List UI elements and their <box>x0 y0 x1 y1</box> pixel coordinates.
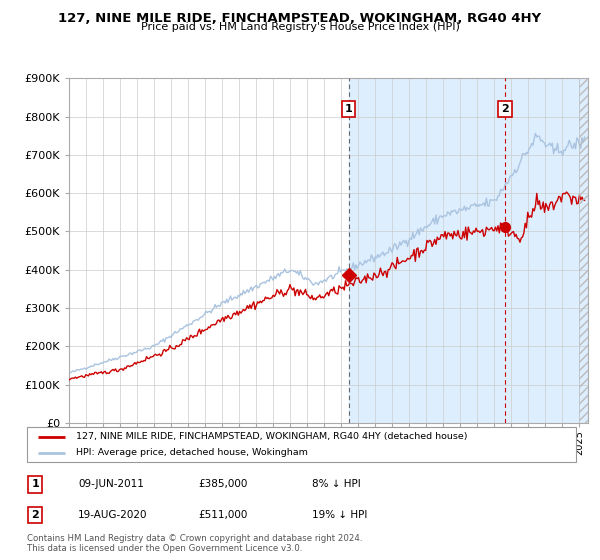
Text: 2: 2 <box>32 510 39 520</box>
Bar <box>349 78 588 423</box>
FancyBboxPatch shape <box>27 427 576 462</box>
Text: 19-AUG-2020: 19-AUG-2020 <box>78 510 148 520</box>
Text: 1: 1 <box>345 104 353 114</box>
Text: 09-JUN-2011: 09-JUN-2011 <box>78 479 144 489</box>
Text: £385,000: £385,000 <box>198 479 247 489</box>
Text: 127, NINE MILE RIDE, FINCHAMPSTEAD, WOKINGHAM, RG40 4HY: 127, NINE MILE RIDE, FINCHAMPSTEAD, WOKI… <box>58 12 542 25</box>
Text: 1: 1 <box>32 479 39 489</box>
Text: Price paid vs. HM Land Registry's House Price Index (HPI): Price paid vs. HM Land Registry's House … <box>140 22 460 32</box>
Text: 2: 2 <box>501 104 509 114</box>
Text: £511,000: £511,000 <box>198 510 247 520</box>
Text: 8% ↓ HPI: 8% ↓ HPI <box>312 479 361 489</box>
Text: This data is licensed under the Open Government Licence v3.0.: This data is licensed under the Open Gov… <box>27 544 302 553</box>
Text: Contains HM Land Registry data © Crown copyright and database right 2024.: Contains HM Land Registry data © Crown c… <box>27 534 362 543</box>
Text: 19% ↓ HPI: 19% ↓ HPI <box>312 510 367 520</box>
Text: HPI: Average price, detached house, Wokingham: HPI: Average price, detached house, Woki… <box>76 448 308 457</box>
Text: 127, NINE MILE RIDE, FINCHAMPSTEAD, WOKINGHAM, RG40 4HY (detached house): 127, NINE MILE RIDE, FINCHAMPSTEAD, WOKI… <box>76 432 468 441</box>
